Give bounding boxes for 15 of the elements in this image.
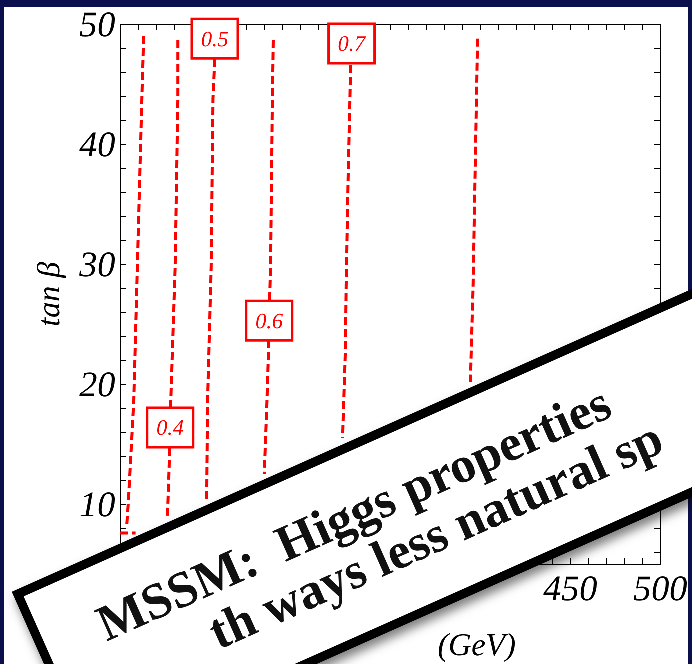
y-tick-label: 40 — [80, 124, 116, 164]
y-axis-title: tan β — [30, 262, 66, 327]
x-tick-label: 450 — [544, 568, 598, 608]
line-series — [469, 37, 480, 384]
y-tick-label: 20 — [80, 364, 116, 404]
annotation: 0.7 — [338, 31, 367, 56]
annotation: 0.6 — [256, 308, 284, 334]
annotation: 0.5 — [201, 26, 229, 52]
annotation: 0.4 — [156, 415, 184, 440]
x-tick-label: 500 — [634, 568, 688, 608]
line-series — [125, 35, 146, 530]
y-tick-label: 50 — [80, 4, 116, 44]
y-tick-label: 10 — [80, 484, 116, 524]
x-axis-title: (GeV) — [438, 626, 516, 662]
y-tick-label: 30 — [78, 244, 116, 284]
